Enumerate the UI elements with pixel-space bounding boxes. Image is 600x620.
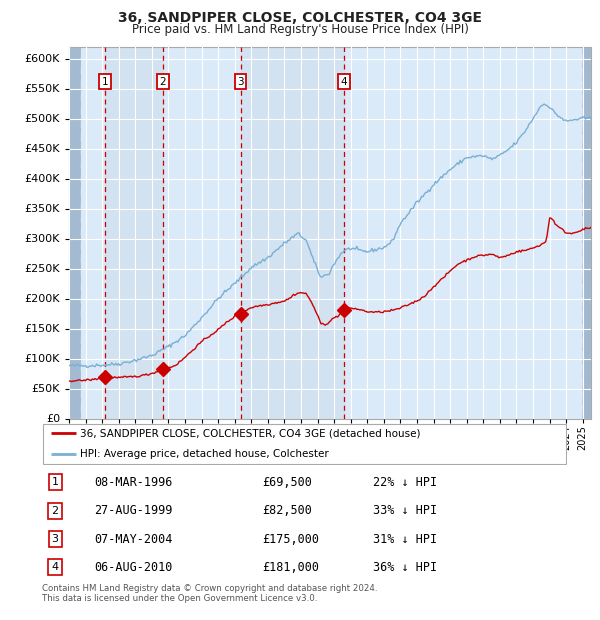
Text: £175,000: £175,000 [263, 533, 320, 546]
Text: 4: 4 [341, 77, 347, 87]
Text: 27-AUG-1999: 27-AUG-1999 [95, 504, 173, 517]
Bar [583, 46, 591, 419]
Text: 36, SANDPIPER CLOSE, COLCHESTER, CO4 3GE (detached house): 36, SANDPIPER CLOSE, COLCHESTER, CO4 3GE… [80, 428, 420, 438]
Text: £69,500: £69,500 [263, 476, 313, 489]
Text: 08-MAR-1996: 08-MAR-1996 [95, 476, 173, 489]
Bar [105, 46, 163, 419]
Text: 36, SANDPIPER CLOSE, COLCHESTER, CO4 3GE: 36, SANDPIPER CLOSE, COLCHESTER, CO4 3GE [118, 11, 482, 25]
Text: 1: 1 [102, 77, 109, 87]
Text: HPI: Average price, detached house, Colchester: HPI: Average price, detached house, Colc… [80, 450, 329, 459]
Text: 36% ↓ HPI: 36% ↓ HPI [373, 561, 437, 574]
Text: 3: 3 [52, 534, 59, 544]
FancyBboxPatch shape [43, 423, 566, 464]
Bar [69, 46, 80, 419]
Text: 2: 2 [52, 506, 59, 516]
Text: 2: 2 [160, 77, 166, 87]
Text: 31% ↓ HPI: 31% ↓ HPI [373, 533, 437, 546]
Text: 33% ↓ HPI: 33% ↓ HPI [373, 504, 437, 517]
Text: 07-MAY-2004: 07-MAY-2004 [95, 533, 173, 546]
Text: Contains HM Land Registry data © Crown copyright and database right 2024.
This d: Contains HM Land Registry data © Crown c… [42, 584, 377, 603]
Text: 1: 1 [52, 477, 59, 487]
Text: 22% ↓ HPI: 22% ↓ HPI [373, 476, 437, 489]
Text: Price paid vs. HM Land Registry's House Price Index (HPI): Price paid vs. HM Land Registry's House … [131, 23, 469, 36]
Text: 3: 3 [237, 77, 244, 87]
Text: £82,500: £82,500 [263, 504, 313, 517]
Text: 06-AUG-2010: 06-AUG-2010 [95, 561, 173, 574]
Bar [241, 46, 344, 419]
Text: £181,000: £181,000 [263, 561, 320, 574]
Text: 4: 4 [52, 562, 59, 572]
